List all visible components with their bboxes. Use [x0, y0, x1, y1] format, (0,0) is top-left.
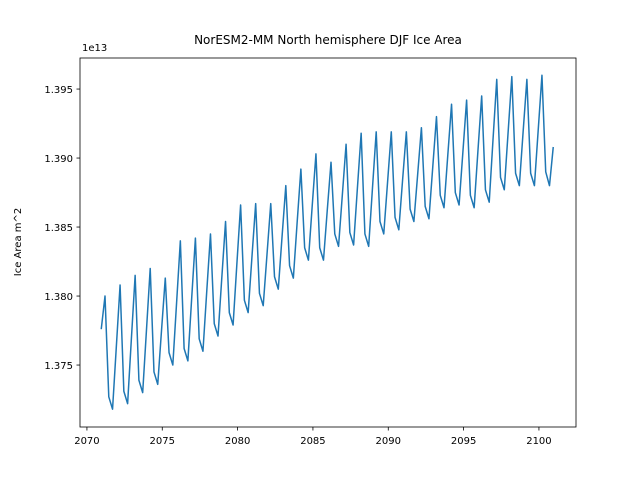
y-axis-label: Ice Area m^2 — [13, 208, 24, 276]
axes-frame — [79, 57, 577, 428]
y-tick-label: 1.395 — [44, 85, 73, 96]
x-tick-label: 2095 — [451, 436, 476, 447]
x-tick-label: 2090 — [376, 436, 401, 447]
chart-title: NorESM2-MM North hemisphere DJF Ice Area — [194, 33, 462, 47]
x-tick-label: 2080 — [225, 436, 250, 447]
x-tick-label: 2085 — [300, 436, 325, 447]
x-tick-label: 2075 — [150, 436, 175, 447]
y-tick-label: 1.380 — [44, 292, 73, 303]
data-line — [100, 74, 554, 410]
x-tick-label: 2100 — [526, 436, 551, 447]
y-tick-label: 1.375 — [44, 361, 73, 372]
y-offset-label: 1e13 — [82, 43, 107, 54]
y-tick-label: 1.385 — [44, 223, 73, 234]
x-tick-label: 2070 — [74, 436, 99, 447]
y-tick-label: 1.390 — [44, 154, 73, 165]
